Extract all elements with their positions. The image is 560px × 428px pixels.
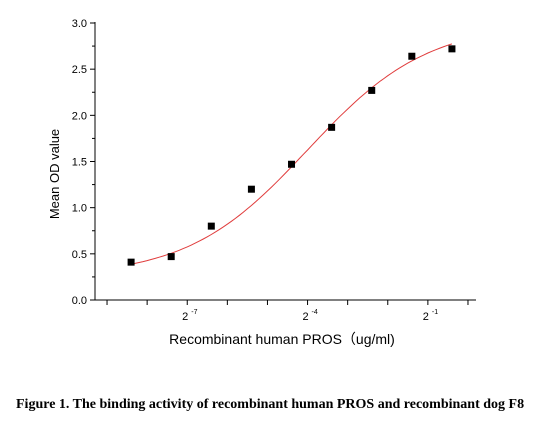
- figure-caption: Figure 1. The binding activity of recomb…: [16, 397, 525, 412]
- y-tick-label: 2.0: [72, 110, 87, 122]
- data-point: [167, 253, 175, 261]
- data-point: [288, 160, 296, 168]
- data-point: [247, 185, 255, 193]
- y-tick-label: 1.5: [72, 157, 87, 169]
- y-axis-label: Mean OD value: [47, 129, 62, 219]
- y-tick-label: 1.0: [72, 203, 87, 215]
- data-point: [328, 123, 336, 131]
- data-point: [207, 222, 215, 230]
- x-tick-exponent: -7: [191, 309, 197, 316]
- data-point: [448, 45, 456, 53]
- y-tick-label: 0.0: [72, 295, 87, 307]
- y-tick-label: 0.5: [72, 249, 87, 261]
- x-axis-label: Recombinant human PROS（ug/ml): [169, 331, 395, 347]
- x-tick-label: 2: [182, 311, 188, 323]
- axis-labels: Recombinant human PROS（ug/ml) Mean OD va…: [47, 129, 395, 347]
- data-point: [368, 86, 376, 94]
- x-tick-exponent: -4: [312, 309, 318, 316]
- data-point: [408, 52, 416, 60]
- y-tick-label: 2.5: [72, 64, 87, 76]
- x-tick-exponent: -1: [432, 309, 438, 316]
- data-point: [127, 258, 135, 266]
- x-tick-label: 2: [302, 311, 308, 323]
- y-tick-label: 3.0: [72, 18, 87, 30]
- data-points: [127, 45, 456, 266]
- fit-curve-layer: [131, 43, 453, 265]
- axes: 0.00.51.01.52.02.53.02 -7 2 -4 2 -1: [72, 18, 476, 323]
- fit-curve: [131, 43, 453, 265]
- x-tick-label: 2: [423, 311, 429, 323]
